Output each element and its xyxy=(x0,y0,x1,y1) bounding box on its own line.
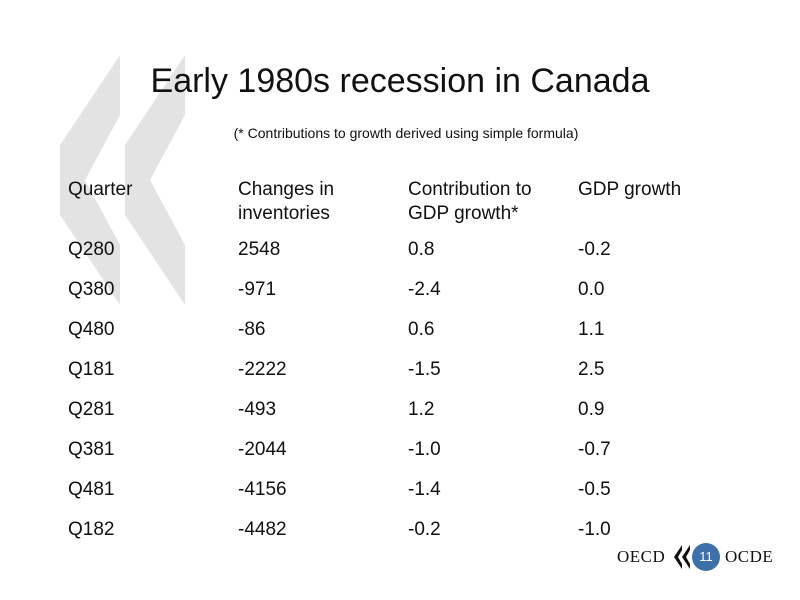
cell-contribution: 0.8 xyxy=(408,239,435,260)
cell-contribution: -1.5 xyxy=(408,359,441,380)
cell-gdp: -0.5 xyxy=(578,479,611,500)
cell-gdp: 2.5 xyxy=(578,359,605,380)
cell-contribution: -1.4 xyxy=(408,479,441,500)
ocde-logo-text: OCDE xyxy=(725,547,774,566)
cell-inventories: -4482 xyxy=(238,519,287,540)
cell-quarter: Q481 xyxy=(68,479,115,500)
cell-quarter: Q381 xyxy=(68,439,115,460)
cell-contribution: 0.6 xyxy=(408,319,435,340)
table-row: Q380 -971 -2.4 0.0 xyxy=(68,278,748,318)
cell-contribution: -1.0 xyxy=(408,439,441,460)
cell-inventories: -493 xyxy=(238,399,277,420)
cell-quarter: Q480 xyxy=(68,319,115,340)
cell-quarter: Q181 xyxy=(68,359,115,380)
table-row: Q381 -2044 -1.0 -0.7 xyxy=(68,438,748,478)
table-row: Q481 -4156 -1.4 -0.5 xyxy=(68,478,748,518)
cell-gdp: -1.0 xyxy=(578,519,611,540)
background-chevrons-decoration xyxy=(60,55,185,305)
cell-inventories: -971 xyxy=(238,279,277,300)
oecd-logo-text: OECD xyxy=(617,547,666,566)
cell-gdp: 0.0 xyxy=(578,279,605,300)
table-row: Q181 -2222 -1.5 2.5 xyxy=(68,358,748,398)
table-row: Q480 -86 0.6 1.1 xyxy=(68,318,748,358)
table-header: Quarter Changes in inventories Contribut… xyxy=(68,178,748,238)
cell-quarter: Q280 xyxy=(68,239,115,260)
cell-contribution: 1.2 xyxy=(408,399,435,420)
cell-quarter: Q281 xyxy=(68,399,115,420)
header-contribution: Contribution to GDP growth* xyxy=(408,179,532,224)
table-body: Q280 2548 0.8 -0.2 Q380 -971 -2.4 0.0 Q480 -86 0.6… xyxy=(68,238,748,558)
cell-gdp: 1.1 xyxy=(578,319,605,340)
cell-inventories: -2222 xyxy=(238,359,287,380)
cell-inventories: 2548 xyxy=(238,239,281,260)
slide-subtitle: (* Contributions to growth derived using… xyxy=(233,125,579,141)
slide-title: Early 1980s recession in Canada xyxy=(150,62,650,100)
chevron-logo-icon xyxy=(674,545,690,569)
table-row: Q280 2548 0.8 -0.2 xyxy=(68,238,748,278)
cell-contribution: -2.4 xyxy=(408,279,441,300)
cell-quarter: Q380 xyxy=(68,279,115,300)
cell-inventories: -2044 xyxy=(238,439,287,460)
data-table: Quarter Changes in inventories Contribut… xyxy=(68,178,748,558)
cell-inventories: -4156 xyxy=(238,479,287,500)
header-gdp: GDP growth xyxy=(578,179,682,200)
header-quarter: Quarter xyxy=(68,179,133,200)
cell-quarter: Q182 xyxy=(68,519,115,540)
header-inventories: Changes in inventories xyxy=(238,179,335,224)
table-row: Q182 -4482 -0.2 -1.0 xyxy=(68,518,748,558)
cell-contribution: -0.2 xyxy=(408,519,441,540)
page-number-badge: 11 xyxy=(692,543,720,571)
table-row: Q281 -493 1.2 0.9 xyxy=(68,398,748,438)
cell-gdp: 0.9 xyxy=(578,399,605,420)
cell-gdp: -0.7 xyxy=(578,439,611,460)
footer-logo: OECD 11 OCDE xyxy=(617,543,787,571)
cell-inventories: -86 xyxy=(238,319,266,340)
cell-gdp: -0.2 xyxy=(578,239,611,260)
